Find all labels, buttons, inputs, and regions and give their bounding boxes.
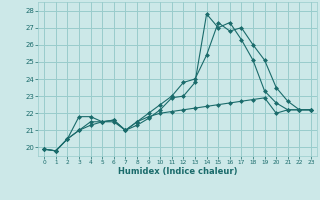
X-axis label: Humidex (Indice chaleur): Humidex (Indice chaleur) [118, 167, 237, 176]
